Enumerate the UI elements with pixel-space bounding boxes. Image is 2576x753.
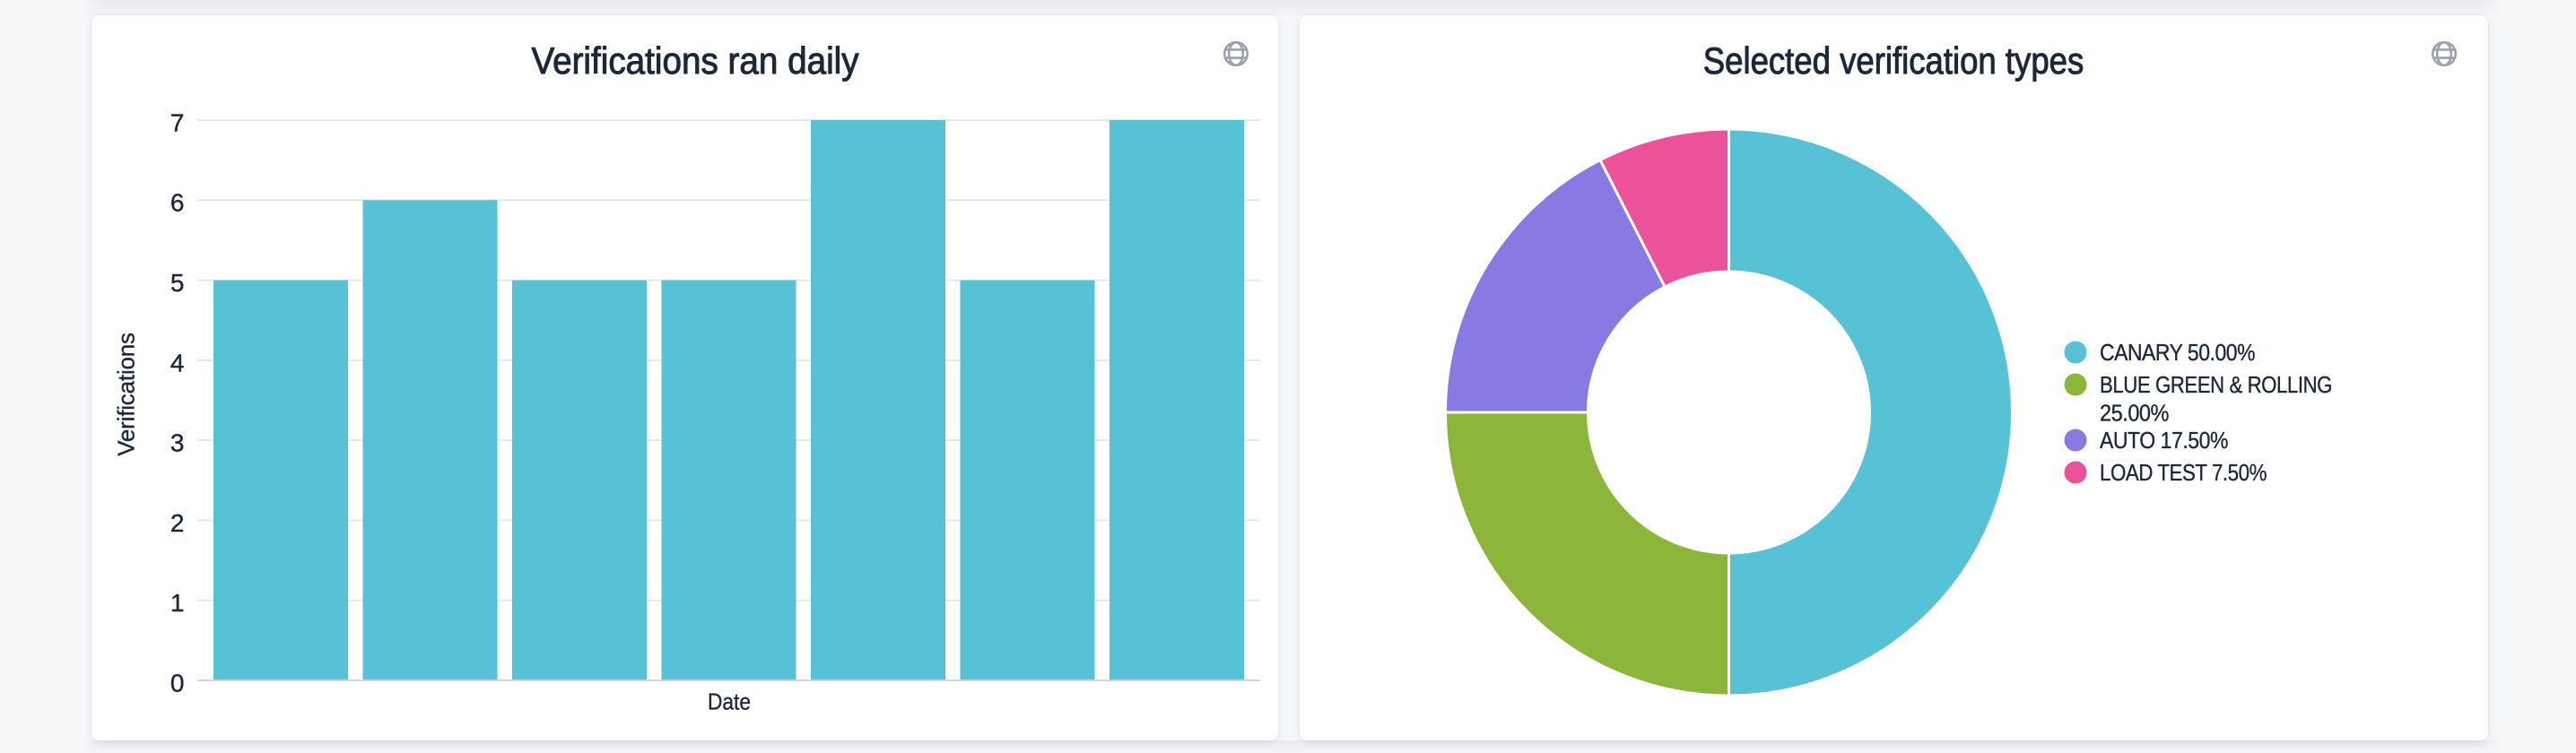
svg-text:Verifications: Verifications [113,333,140,456]
svg-text:6: 6 [170,189,184,217]
svg-text:25.00%: 25.00% [2100,400,2169,427]
svg-text:0: 0 [170,669,184,697]
svg-text:5: 5 [170,269,184,297]
svg-text:Date: Date [708,688,751,714]
svg-text:7: 7 [170,109,184,137]
svg-text:1: 1 [170,589,184,617]
svg-text:BLUE GREEN & ROLLING: BLUE GREEN & ROLLING [2100,371,2332,398]
svg-text:LOAD TEST 7.50%: LOAD TEST 7.50% [2100,459,2267,486]
svg-text:3: 3 [170,429,184,457]
svg-text:CANARY 50.00%: CANARY 50.00% [2100,339,2255,366]
svg-text:AUTO 17.50%: AUTO 17.50% [2100,427,2228,454]
svg-text:4: 4 [170,349,184,376]
svg-text:2: 2 [170,509,184,537]
